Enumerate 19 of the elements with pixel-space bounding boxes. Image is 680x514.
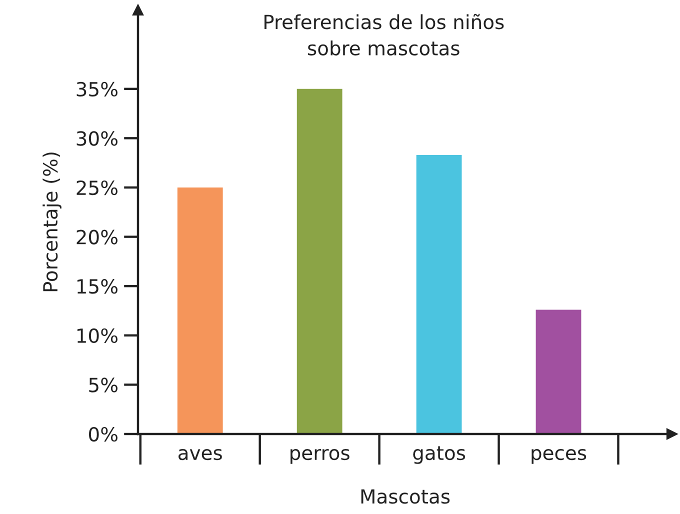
bar (177, 187, 223, 434)
x-tick-label: peces (532, 448, 586, 464)
x-tick-label: aves (178, 448, 222, 460)
y-axis-title: Porcentaje (%) (42, 152, 62, 292)
y-tick-label: 25% (76, 180, 118, 196)
bar (296, 88, 342, 434)
y-tick-label: 35% (76, 82, 118, 97)
text: Preferencias de los niños sobre mascotas (264, 14, 504, 56)
bar (536, 310, 582, 434)
x-axis-title: Mascotas (361, 489, 450, 504)
y-tick-label: 0% (88, 426, 118, 442)
y-tick-label: 30% (76, 131, 118, 146)
bar (416, 154, 462, 434)
y-tick-label: 20% (76, 230, 118, 244)
y-tick-label: 15% (77, 279, 118, 294)
y-tick-label: 10% (77, 328, 118, 344)
y-tick-label: 5% (89, 378, 118, 392)
x-tick-label: gatos (413, 446, 466, 464)
x-tick-label: perros (290, 448, 350, 464)
